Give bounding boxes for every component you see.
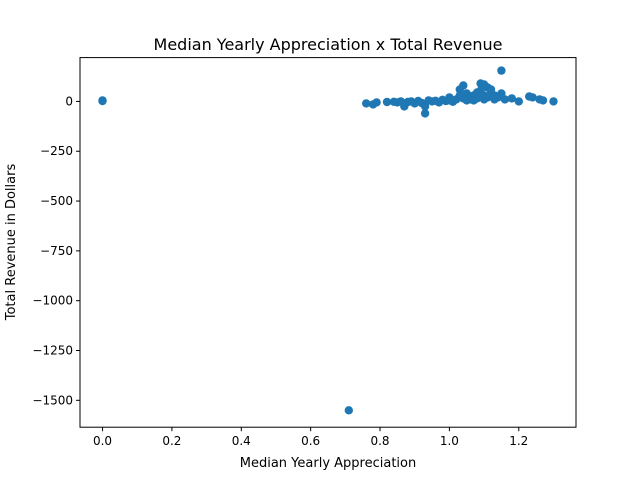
y-tick-label: −1500 [32, 393, 73, 407]
y-tick-label: 0 [65, 94, 73, 108]
data-point [528, 93, 537, 102]
x-tick-label: 0.6 [301, 434, 320, 448]
chart-title: Median Yearly Appreciation x Total Reven… [154, 35, 503, 54]
y-tick-label: −1000 [32, 294, 73, 308]
x-tick-label: 0.2 [162, 434, 181, 448]
x-tick-label: 1.0 [440, 434, 459, 448]
data-point [500, 95, 510, 104]
x-tick-label: 0.8 [370, 434, 389, 448]
x-tick-label: 0.0 [93, 434, 112, 448]
data-point [382, 97, 392, 107]
data-point [514, 97, 523, 106]
data-point [420, 109, 430, 118]
x-axis-label: Median Yearly Appreciation [240, 456, 416, 471]
data-point [372, 98, 381, 107]
data-point [344, 406, 353, 415]
data-point [507, 94, 516, 103]
plot-frame [79, 57, 577, 428]
y-tick-label: −1250 [32, 343, 73, 357]
x-axis: 0.0 0.2 0.4 0.6 0.8 1.0 1.2 [93, 427, 528, 448]
x-tick-label: 1.2 [509, 434, 528, 448]
x-tick-label: 0.4 [232, 434, 251, 448]
scatter-points [98, 66, 558, 415]
y-tick-label: −250 [40, 144, 73, 158]
data-point [497, 66, 506, 75]
data-point [459, 81, 468, 90]
y-axis: 0 −250 −500 −750 −1000 −1250 −1500 [32, 94, 80, 407]
y-tick-label: −500 [40, 194, 73, 208]
data-point [362, 99, 371, 108]
data-point [98, 96, 107, 105]
y-tick-label: −750 [40, 244, 73, 258]
data-point [472, 94, 482, 103]
data-point [538, 96, 548, 105]
data-point [549, 97, 558, 106]
y-axis-label: Total Revenue in Dollars [4, 164, 19, 322]
